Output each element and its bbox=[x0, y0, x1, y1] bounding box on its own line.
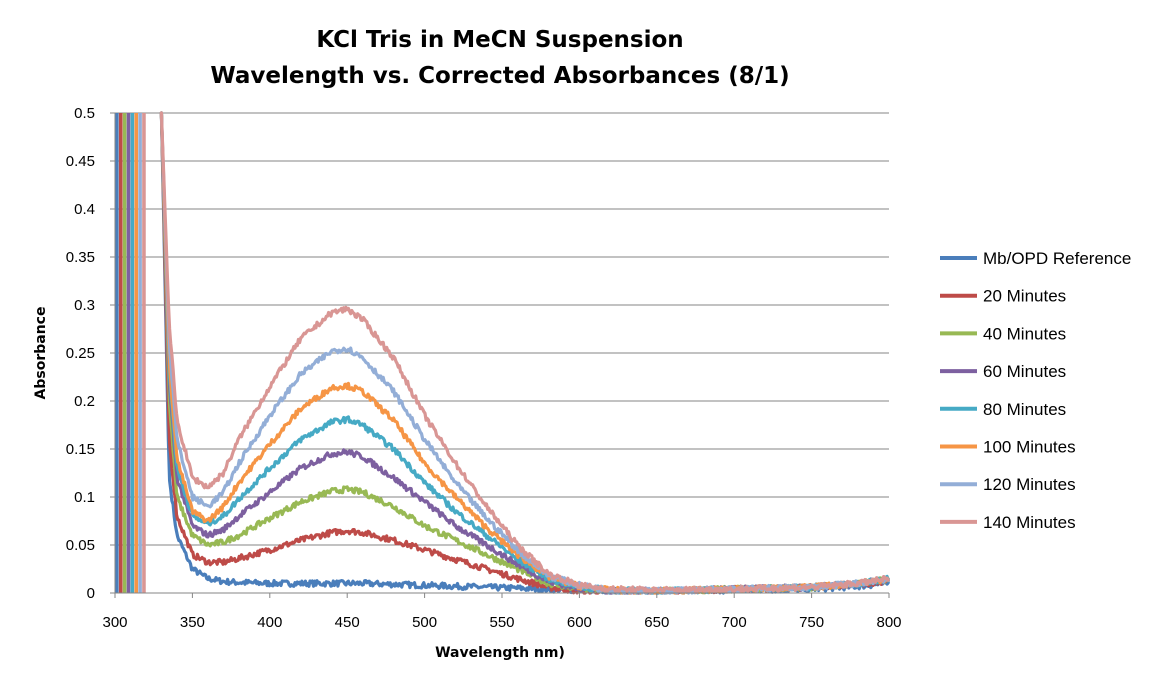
x-tick-label: 350 bbox=[180, 614, 205, 631]
legend-entry: 20 Minutes bbox=[983, 287, 1066, 306]
y-tick-label: 0 bbox=[87, 585, 95, 602]
x-tick-labels: 300 350 400 450 500 550 600 650 700 750 800 bbox=[102, 614, 901, 631]
y-tick-labels: 0 0.05 0.1 0.15 0.2 0.25 0.3 0.35 0.4 0.45 0.5 bbox=[66, 105, 95, 602]
y-tick-label: 0.2 bbox=[74, 393, 95, 410]
x-tick-label: 550 bbox=[489, 614, 514, 631]
legend-entry: 80 Minutes bbox=[983, 400, 1066, 419]
x-tick-label: 650 bbox=[644, 614, 669, 631]
x-tick-label: 750 bbox=[799, 614, 824, 631]
y-tick-label: 0.05 bbox=[66, 537, 95, 554]
gridlines bbox=[115, 112, 889, 546]
y-tick-label: 0.3 bbox=[74, 297, 95, 314]
legend-entry: Mb/OPD Reference bbox=[983, 249, 1131, 268]
y-tick-label: 0.5 bbox=[74, 105, 95, 122]
x-tick-label: 450 bbox=[335, 614, 360, 631]
y-axis-label: Absorbance bbox=[33, 307, 49, 400]
y-tick-label: 0.1 bbox=[74, 489, 95, 506]
chart-subtitle: Wavelength vs. Corrected Absorbances (8/… bbox=[210, 63, 789, 89]
series-line-7 bbox=[159, 111, 890, 595]
x-tick-label: 700 bbox=[722, 614, 747, 631]
chart-title: KCl Tris in MeCN Suspension bbox=[316, 27, 683, 53]
uv-cutoff-spikes bbox=[115, 113, 146, 593]
x-tick-label: 800 bbox=[876, 614, 901, 631]
x-tick-label: 500 bbox=[412, 614, 437, 631]
legend-entry: 120 Minutes bbox=[983, 475, 1076, 494]
x-tick-label: 300 bbox=[102, 614, 127, 631]
legend-entry: 60 Minutes bbox=[983, 362, 1066, 381]
legend: Mb/OPD Reference 20 Minutes 40 Minutes 60 M… bbox=[940, 249, 1131, 532]
axes bbox=[110, 112, 890, 598]
y-tick-label: 0.4 bbox=[74, 201, 95, 218]
x-axis-label: Wavelength nm) bbox=[435, 645, 565, 661]
legend-entry: 40 Minutes bbox=[983, 324, 1066, 343]
y-tick-label: 0.15 bbox=[66, 441, 95, 458]
legend-entry: 100 Minutes bbox=[983, 438, 1076, 457]
legend-entry: 140 Minutes bbox=[983, 513, 1076, 532]
y-tick-label: 0.25 bbox=[66, 345, 95, 362]
y-tick-label: 0.45 bbox=[66, 153, 95, 170]
y-tick-label: 0.35 bbox=[66, 249, 95, 266]
x-tick-label: 400 bbox=[257, 614, 282, 631]
series-lines bbox=[159, 111, 890, 595]
x-tick-label: 600 bbox=[567, 614, 592, 631]
